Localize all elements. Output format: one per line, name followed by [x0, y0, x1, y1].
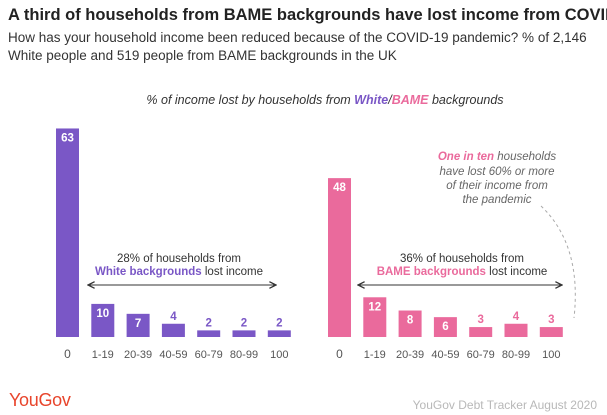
white-bar-0 — [56, 128, 79, 337]
callout-line3: of their income from — [446, 180, 548, 192]
bame-annotation-bold: BAME backgrounds — [377, 266, 486, 278]
white-bar-20-39 — [126, 313, 150, 337]
legend-heading-suffix: backgrounds — [429, 93, 504, 107]
bame-bar-20-39 — [398, 310, 422, 337]
bame-annotation-line2: BAME backgrounds lost income — [377, 266, 548, 278]
bame-category-label-0: 0 — [336, 347, 343, 361]
yougov-logo: YouGov — [9, 390, 71, 410]
callout-rest: households — [494, 151, 556, 163]
bame-bar-panel: 48 0 12 1-19 8 20-39 6 40-59 3 60-79 4 80-99 3 100 — [328, 178, 563, 361]
white-value-label-20-39: 7 — [135, 318, 141, 330]
bame-value-label-60-79: 3 — [477, 314, 483, 326]
white-bar-40-59 — [161, 323, 185, 337]
bame-bar-100 — [539, 327, 563, 337]
white-bar-80-99 — [232, 330, 256, 337]
bame-bar-60-79 — [469, 327, 493, 337]
callout-bold: One in ten — [438, 151, 494, 163]
bame-category-label-100: 100 — [542, 349, 560, 361]
white-category-label-80-99: 80-99 — [230, 349, 258, 361]
callout-line1: One in ten households — [438, 151, 557, 163]
white-bar-60-79 — [197, 330, 221, 337]
white-value-label-80-99: 2 — [241, 317, 247, 329]
white-annotation-line2: White backgrounds lost income — [95, 266, 263, 278]
source-note: YouGov Debt Tracker August 2020 — [412, 398, 597, 412]
white-annotation-line1: 28% of households from — [117, 253, 241, 265]
bame-value-label-1-19: 12 — [368, 301, 381, 313]
bame-bar-40-59 — [433, 317, 457, 337]
white-value-label-100: 2 — [276, 317, 282, 329]
white-category-label-0: 0 — [64, 347, 71, 361]
bame-bar-0 — [328, 178, 351, 337]
bame-category-label-60-79: 60-79 — [467, 349, 495, 361]
white-category-label-100: 100 — [270, 349, 288, 361]
bame-bar-80-99 — [504, 323, 528, 337]
legend-heading-bame: BAME — [392, 93, 429, 107]
white-value-label-1-19: 10 — [96, 308, 109, 320]
white-bar-100 — [267, 330, 291, 337]
legend-heading-white: White — [354, 93, 388, 107]
bame-annotation-line1: 36% of households from — [400, 253, 524, 265]
bame-annotation-rest: lost income — [486, 266, 547, 278]
bame-value-label-40-59: 6 — [442, 321, 448, 333]
white-annotation-bold: White backgrounds — [95, 266, 202, 278]
callout-leader-line — [540, 205, 576, 319]
legend-heading: % of income lost by households from Whit… — [146, 93, 503, 107]
bame-value-label-20-39: 8 — [407, 315, 414, 327]
bame-category-label-40-59: 40-59 — [431, 349, 459, 361]
bame-value-label-100: 3 — [548, 314, 554, 326]
chart-canvas: % of income lost by households from Whit… — [56, 93, 576, 361]
bame-category-label-1-19: 1-19 — [364, 349, 386, 361]
bame-value-label-80-99: 4 — [513, 311, 520, 323]
callout-line4: the pandemic — [462, 194, 531, 206]
white-category-label-20-39: 20-39 — [124, 349, 152, 361]
chart-title: A third of households from BAME backgrou… — [8, 6, 607, 24]
bame-bar-1-19 — [363, 297, 387, 337]
legend-heading-slash: / — [387, 93, 393, 107]
bame-value-label-0: 48 — [333, 182, 346, 194]
bame-category-label-20-39: 20-39 — [396, 349, 424, 361]
bame-category-label-80-99: 80-99 — [502, 349, 530, 361]
callout-line2: have lost 60% or more — [439, 166, 554, 178]
white-category-label-1-19: 1-19 — [92, 349, 114, 361]
white-bar-1-19 — [91, 303, 115, 337]
legend-heading-prefix: % of income lost by households from — [146, 93, 354, 107]
white-bar-panel: 63 0 10 1-19 7 20-39 4 40-59 2 60-79 2 80-99 2 100 — [56, 128, 291, 361]
white-value-label-40-59: 4 — [170, 311, 177, 323]
white-value-label-60-79: 2 — [205, 317, 211, 329]
white-category-label-40-59: 40-59 — [159, 349, 187, 361]
white-value-label-0: 63 — [61, 132, 74, 144]
chart-subtitle: How has your household income been reduc… — [8, 30, 587, 63]
white-category-label-60-79: 60-79 — [195, 349, 223, 361]
white-annotation-rest: lost income — [202, 266, 263, 278]
